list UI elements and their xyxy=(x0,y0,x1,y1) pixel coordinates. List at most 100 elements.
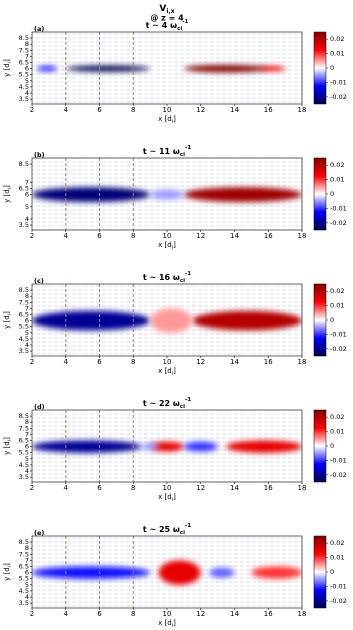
x-tick-label: 18 xyxy=(298,106,307,114)
x-tick-label: 16 xyxy=(264,358,273,366)
y-tick-label: 6.5 xyxy=(19,311,29,319)
y-tick-label: 7 xyxy=(25,304,29,312)
y-axis-label: y [di] xyxy=(3,59,13,77)
y-tick-label: 5.5 xyxy=(19,575,29,583)
y-tick-label: 6 xyxy=(25,317,29,325)
colorbar-tick-label: -0.01 xyxy=(330,78,347,86)
colorbar-tick-label: 0 xyxy=(330,190,334,198)
x-axis-label: x [di] xyxy=(158,493,176,503)
x-tick-label: 4 xyxy=(64,106,69,114)
field-region xyxy=(37,66,58,72)
y-tick-label: 8.5 xyxy=(19,538,29,546)
x-label-a: x [d xyxy=(158,115,172,123)
panel-title: t ~ 11 ωci-1 xyxy=(143,145,191,158)
x-label-a: x [d xyxy=(158,241,172,249)
figure-subtitle: @ z = 4 xyxy=(150,14,184,23)
time-label: t ~ 22 ω xyxy=(143,399,180,408)
field-region xyxy=(150,308,193,333)
field-region xyxy=(32,566,151,579)
y-tick-label: 6 xyxy=(25,191,29,199)
y-tick-label: 3.5 xyxy=(19,599,29,607)
x-label-a: x [d xyxy=(158,367,172,375)
x-tick-label: 10 xyxy=(163,232,172,240)
time-label: t ~ 25 ω xyxy=(143,525,180,534)
panel-title: t ~ 16 ωci-1 xyxy=(143,271,191,284)
y-tick-label: 4 xyxy=(25,593,29,601)
y-tick-label: 5.5 xyxy=(19,449,29,457)
time-sub: ci xyxy=(180,152,185,158)
x-label-sub: i xyxy=(172,119,173,125)
colorbar-tick-label: -0.02 xyxy=(330,471,347,479)
y-label-sub: i xyxy=(7,440,13,441)
x-label-b: ] xyxy=(173,241,176,249)
y-label-b: ] xyxy=(3,59,11,62)
y-axis-label: y [di] xyxy=(3,185,13,203)
x-label-b: ] xyxy=(173,493,176,501)
field-region xyxy=(183,441,218,452)
y-tick-label: 8.5 xyxy=(19,160,29,168)
y-label-b: ] xyxy=(3,437,11,440)
colorbar-tick-label: 0.01 xyxy=(330,176,344,184)
x-tick-label: 16 xyxy=(264,484,273,492)
y-tick-label: 6.5 xyxy=(19,185,29,193)
colorbar-tick-label: 0.02 xyxy=(330,413,344,421)
x-label-sub: i xyxy=(172,371,173,377)
x-label-b: ] xyxy=(173,619,176,627)
field-region xyxy=(158,560,201,585)
x-axis-label: x [di] xyxy=(158,241,176,251)
colorbar-tick-label: 0.02 xyxy=(330,35,344,43)
field-region xyxy=(32,310,151,331)
field xyxy=(32,284,302,356)
colorbar-tick-label: 0.02 xyxy=(330,287,344,295)
colorbar xyxy=(313,535,327,609)
x-tick-label: 10 xyxy=(163,610,172,618)
y-tick-label: 8 xyxy=(25,292,29,300)
field-region xyxy=(192,310,302,331)
y-label-b: ] xyxy=(3,311,11,314)
colorbar xyxy=(313,31,327,105)
time-sub: ci xyxy=(180,404,185,410)
y-tick-label: 5 xyxy=(25,203,29,211)
x-tick-label: 16 xyxy=(264,106,273,114)
panel-title: t ~ 22 ωci-1 xyxy=(143,397,191,410)
x-tick-label: 16 xyxy=(264,610,273,618)
colorbar-tick-label: 0.01 xyxy=(330,428,344,436)
y-tick-label: 4 xyxy=(25,341,29,349)
y-tick-label: 6.5 xyxy=(19,437,29,445)
colorbar xyxy=(313,157,327,231)
x-label-sub: i xyxy=(172,623,173,629)
x-tick-label: 4 xyxy=(64,358,69,366)
y-tick-label: 6 xyxy=(25,569,29,577)
field-region xyxy=(32,187,151,202)
y-tick-label: 7.5 xyxy=(19,298,29,306)
time-label: t ~ 16 ω xyxy=(143,273,180,282)
field-region xyxy=(150,441,184,452)
y-tick-label: 6.5 xyxy=(19,563,29,571)
y-tick-label: 7 xyxy=(25,430,29,438)
colorbar-tick-label: -0.01 xyxy=(330,330,347,338)
time-sup: -1 xyxy=(185,145,191,151)
x-tick-label: 2 xyxy=(30,358,34,366)
x-tick-label: 4 xyxy=(64,484,69,492)
field-region xyxy=(209,567,235,578)
y-tick-label: 8.5 xyxy=(19,34,29,42)
field xyxy=(32,158,302,230)
x-label-b: ] xyxy=(173,367,176,375)
y-tick-label: 4 xyxy=(25,215,29,223)
colorbar-tick-label: 0 xyxy=(330,442,334,450)
x-tick-label: 14 xyxy=(230,232,239,240)
x-label-sub: i xyxy=(172,245,173,251)
y-axis-label: y [di] xyxy=(3,563,13,581)
panel-label: (e) xyxy=(34,529,44,537)
field xyxy=(32,32,302,104)
colorbar-tick-label: -0.01 xyxy=(330,204,347,212)
panel-label: (b) xyxy=(34,151,45,159)
colorbar-tick-label: 0 xyxy=(330,316,334,324)
y-tick-label: 7.5 xyxy=(19,46,29,54)
x-tick-label: 10 xyxy=(163,484,172,492)
y-tick-label: 6 xyxy=(25,65,29,73)
x-tick-label: 10 xyxy=(163,106,172,114)
x-tick-label: 14 xyxy=(230,358,239,366)
field-region xyxy=(226,440,302,453)
y-tick-label: 7 xyxy=(25,556,29,564)
